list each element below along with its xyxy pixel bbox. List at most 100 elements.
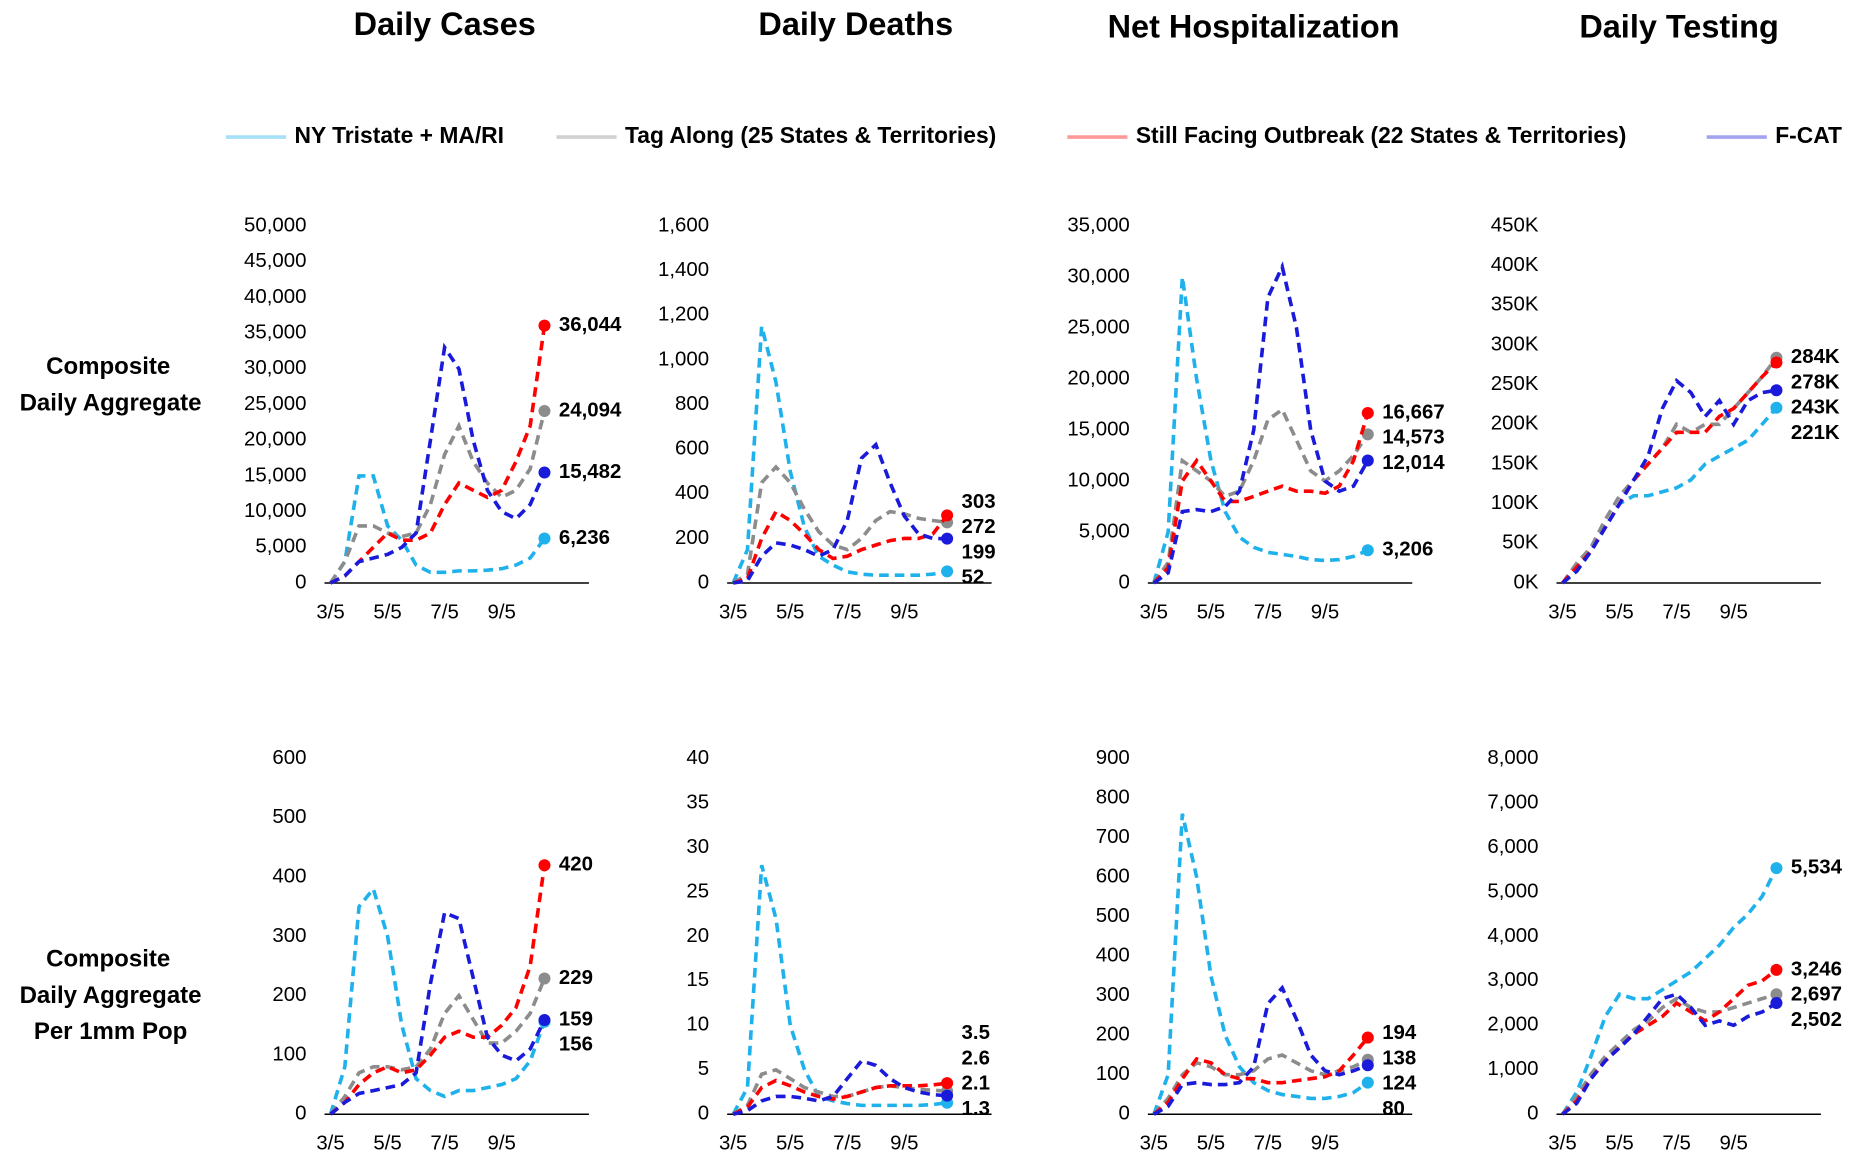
end-label: 159 bbox=[559, 1008, 593, 1030]
end-label: 80 bbox=[1382, 1098, 1405, 1120]
legend-label: NY Tristate + MA/RI bbox=[294, 122, 504, 148]
y-tick-label: 200K bbox=[1491, 413, 1539, 435]
y-tick-label: 30 bbox=[686, 836, 709, 858]
y-tick-label: 35,000 bbox=[244, 322, 306, 344]
y-tick-label: 50K bbox=[1502, 532, 1539, 554]
y-tick-label: 35,000 bbox=[1067, 214, 1129, 236]
end-label: 6,236 bbox=[559, 527, 610, 549]
end-point bbox=[538, 972, 551, 985]
x-tick-label: 9/5 bbox=[487, 1133, 515, 1154]
y-tick-label: 20 bbox=[686, 925, 709, 947]
y-tick-label: 3,000 bbox=[1487, 969, 1538, 991]
y-tick-label: 6,000 bbox=[1487, 836, 1538, 858]
y-tick-label: 0 bbox=[295, 571, 306, 593]
y-tick-label: 25,000 bbox=[1067, 316, 1129, 338]
y-tick-label: 25,000 bbox=[244, 393, 306, 415]
x-tick-label: 5/5 bbox=[776, 601, 804, 623]
y-tick-label: 800 bbox=[1096, 786, 1130, 808]
series-line bbox=[732, 464, 948, 585]
y-tick-label: 500 bbox=[1096, 905, 1130, 927]
end-label: 52 bbox=[962, 567, 985, 589]
end-point bbox=[941, 509, 954, 522]
y-tick-label: 0 bbox=[698, 1103, 709, 1125]
series-line bbox=[1561, 992, 1777, 1116]
series-line bbox=[1152, 1036, 1370, 1116]
end-point bbox=[1770, 384, 1783, 397]
end-label: 156 bbox=[559, 1034, 593, 1056]
end-label: 199 bbox=[962, 541, 996, 563]
end-point bbox=[1770, 963, 1783, 976]
end-point bbox=[538, 404, 551, 418]
y-tick-label: 200 bbox=[272, 984, 306, 1006]
end-label: 229 bbox=[559, 967, 593, 989]
end-label: 194 bbox=[1382, 1022, 1417, 1044]
x-tick-label: 9/5 bbox=[890, 601, 918, 623]
y-tick-label: 350K bbox=[1491, 294, 1539, 316]
y-tick-label: 200 bbox=[1096, 1024, 1130, 1046]
end-label: 3,246 bbox=[1791, 958, 1842, 980]
x-tick-label: 9/5 bbox=[890, 1133, 918, 1154]
end-point bbox=[941, 532, 954, 545]
series-line bbox=[732, 1058, 948, 1117]
end-label: 2.6 bbox=[962, 1047, 990, 1069]
y-tick-label: 40 bbox=[686, 747, 709, 769]
end-label: 2.1 bbox=[962, 1073, 990, 1095]
row-label: Composite bbox=[46, 353, 170, 380]
row-label: Daily Aggregate bbox=[20, 389, 202, 416]
end-label: 221K bbox=[1791, 422, 1840, 444]
y-tick-label: 0 bbox=[295, 1103, 306, 1125]
legend-label: F-CAT bbox=[1775, 122, 1842, 148]
end-point bbox=[1770, 996, 1783, 1010]
y-tick-label: 600 bbox=[675, 438, 709, 460]
end-point bbox=[538, 319, 551, 332]
y-tick-label: 15 bbox=[686, 969, 709, 991]
y-tick-label: 30,000 bbox=[1067, 265, 1129, 287]
y-tick-label: 100 bbox=[1096, 1063, 1130, 1085]
series-line bbox=[732, 509, 949, 585]
y-tick-label: 50,000 bbox=[244, 214, 306, 236]
end-point bbox=[1770, 401, 1783, 414]
x-tick-label: 5/5 bbox=[1197, 601, 1225, 623]
y-tick-label: 500 bbox=[272, 806, 306, 828]
y-tick-label: 35 bbox=[686, 791, 709, 813]
y-tick-label: 45,000 bbox=[244, 250, 306, 272]
y-tick-label: 400 bbox=[272, 865, 306, 887]
y-tick-label: 400K bbox=[1491, 254, 1539, 276]
x-tick-label: 3/5 bbox=[316, 1133, 344, 1154]
x-tick-label: 7/5 bbox=[1254, 1133, 1282, 1154]
series-line bbox=[1152, 276, 1369, 584]
end-label: 5,534 bbox=[1791, 857, 1843, 879]
y-tick-label: 1,400 bbox=[658, 259, 709, 281]
series-line bbox=[328, 885, 547, 1115]
x-tick-label: 7/5 bbox=[833, 601, 861, 623]
x-tick-label: 3/5 bbox=[316, 601, 344, 623]
end-label: 1.3 bbox=[962, 1098, 990, 1120]
y-tick-label: 0 bbox=[1118, 1103, 1129, 1125]
series-line bbox=[329, 864, 547, 1116]
end-point bbox=[941, 1089, 954, 1102]
series-line bbox=[1152, 406, 1370, 585]
y-tick-label: 10 bbox=[686, 1014, 709, 1036]
x-tick-label: 7/5 bbox=[1662, 1133, 1690, 1154]
x-tick-label: 7/5 bbox=[1254, 601, 1282, 623]
x-tick-label: 3/5 bbox=[1548, 1133, 1576, 1154]
end-label: 2,697 bbox=[1791, 984, 1842, 1006]
y-tick-label: 40,000 bbox=[244, 286, 306, 308]
y-tick-label: 0K bbox=[1513, 571, 1538, 593]
y-tick-label: 10,000 bbox=[1067, 469, 1129, 491]
y-tick-label: 250K bbox=[1491, 373, 1539, 395]
x-tick-label: 9/5 bbox=[1311, 1133, 1339, 1154]
y-tick-label: 800 bbox=[675, 393, 709, 415]
end-point bbox=[1361, 1031, 1374, 1044]
end-point bbox=[538, 859, 551, 872]
x-tick-label: 7/5 bbox=[1662, 601, 1690, 623]
series-line bbox=[1561, 968, 1778, 1116]
row-label: Composite bbox=[46, 946, 170, 973]
series-line bbox=[329, 325, 547, 585]
end-label: 15,482 bbox=[559, 461, 621, 483]
y-tick-label: 8,000 bbox=[1487, 747, 1538, 769]
y-tick-label: 30,000 bbox=[244, 357, 306, 379]
y-tick-label: 20,000 bbox=[1067, 367, 1129, 389]
end-point bbox=[538, 1013, 551, 1026]
y-tick-label: 20,000 bbox=[244, 429, 306, 451]
